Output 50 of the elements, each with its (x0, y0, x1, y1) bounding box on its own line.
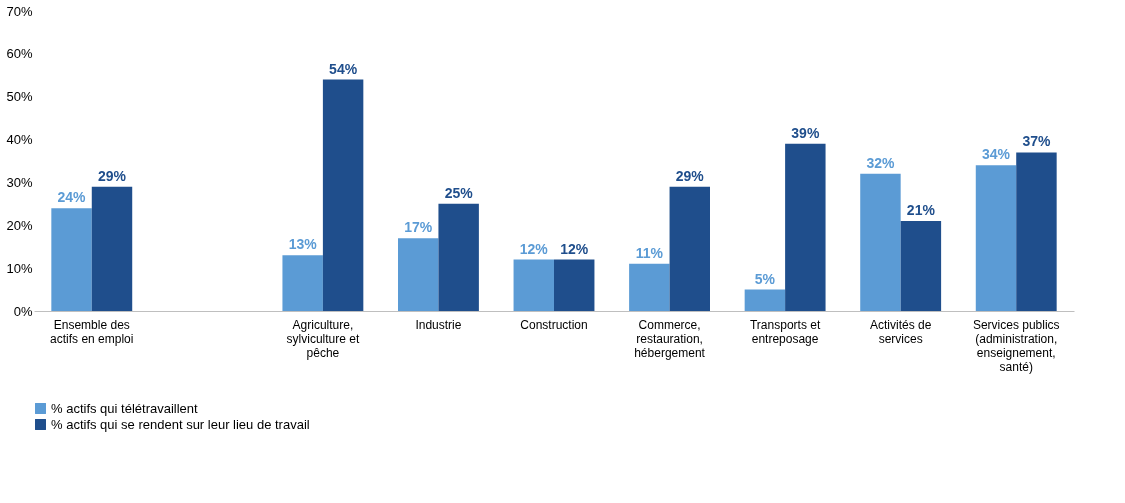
data-label: 39% (791, 124, 820, 141)
bar (438, 203, 479, 311)
bar (398, 238, 439, 311)
y-tick-label: 0% (13, 303, 33, 319)
bar (513, 259, 554, 311)
legend-label: % actifs qui télétravaillent (51, 400, 199, 416)
y-tick-label: 20% (6, 217, 33, 233)
data-label: 13% (288, 236, 318, 253)
data-label: 37% (1022, 133, 1051, 150)
data-label: 5% (754, 270, 776, 287)
y-tick-label: 30% (6, 174, 33, 190)
data-label: 54% (329, 60, 358, 77)
x-tick-label: Services publics (administration, enseignement, santé) (972, 317, 1060, 374)
x-tick-label: Industrie (415, 317, 462, 332)
x-tick-label: Agriculture, sylviculture et pêche (286, 317, 360, 360)
y-tick-label: 70% (6, 3, 33, 19)
y-tick-label: 10% (6, 260, 33, 276)
y-tick-label: 50% (6, 89, 33, 105)
data-label: 29% (675, 167, 705, 184)
data-label: 12% (560, 240, 589, 257)
bar (1016, 152, 1057, 311)
data-label: 17% (404, 219, 433, 236)
bar (860, 173, 901, 311)
bar (629, 263, 670, 311)
legend-label: % actifs qui se rendent sur leur lieu de travail (51, 416, 310, 432)
bar (322, 79, 364, 311)
bar (51, 208, 92, 311)
bar (669, 186, 710, 311)
data-label: 12% (519, 240, 549, 257)
x-tick-label: Ensemble des actifs en emploi (50, 317, 134, 346)
data-label: 32% (866, 154, 895, 171)
data-label: 25% (444, 184, 474, 201)
x-tick-label: Construction (520, 317, 588, 332)
x-tick-label: Transports et entreposage (749, 317, 821, 346)
bar (91, 186, 133, 311)
bar (554, 259, 595, 311)
data-label: 34% (981, 146, 1011, 163)
y-tick-label: 60% (6, 46, 33, 62)
data-label: 24% (57, 189, 87, 206)
bar (975, 165, 1017, 311)
x-tick-label: Activités de services (869, 317, 932, 346)
y-tick-label: 40% (6, 132, 33, 148)
x-tick-label: Commerce, restauration, hébergement (634, 317, 706, 360)
bar (785, 143, 826, 311)
bar (900, 221, 942, 311)
data-label: 21% (906, 202, 936, 218)
data-label: 29% (97, 167, 127, 184)
data-label: 11% (635, 244, 664, 261)
bar (282, 255, 323, 311)
bar (744, 289, 786, 311)
